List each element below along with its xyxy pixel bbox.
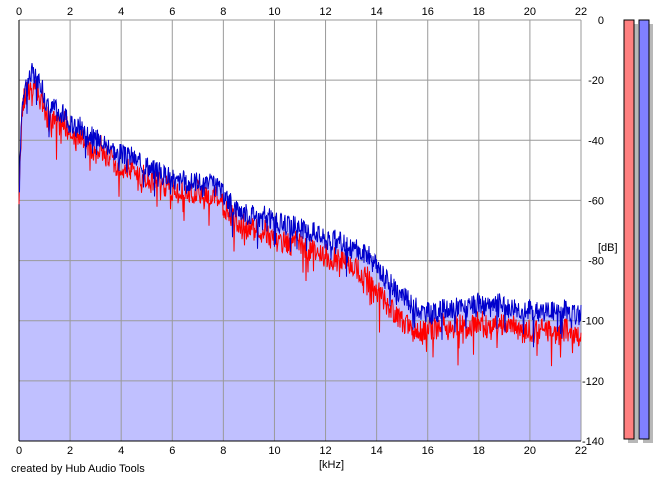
y-tick-label: 0 [598, 15, 604, 27]
x-tick-label-top: 2 [67, 6, 73, 18]
x-tick-label-top: 20 [524, 6, 536, 18]
y-tick-label: -140 [582, 436, 604, 448]
x-tick-label-bottom: 14 [371, 445, 383, 457]
x-tick-label-top: 8 [220, 6, 226, 18]
y-tick-label: -60 [588, 195, 604, 207]
x-tick-label-top: 18 [473, 6, 485, 18]
x-tick-label-top: 0 [16, 6, 22, 18]
x-tick-label-bottom: 2 [67, 445, 73, 457]
x-tick-label-bottom: 22 [575, 445, 587, 457]
x-tick-label-top: 12 [319, 6, 331, 18]
y-tick-label: -100 [582, 316, 604, 328]
x-ticks-top: 0 2 4 6 8 10 12 14 16 18 20 22 [16, 6, 587, 18]
x-tick-label-bottom: 16 [422, 445, 434, 457]
x-tick-label-top: 14 [371, 6, 383, 18]
spectrum-fill [19, 63, 581, 441]
series-line-red [18, 79, 582, 367]
x-ticks-bottom: 0 2 4 6 8 10 12 14 16 18 20 22 [16, 445, 587, 457]
x-tick-label-top: 10 [268, 6, 280, 18]
series-line-blue [18, 63, 582, 348]
x-tick-label-top: 22 [575, 6, 587, 18]
level-meter-fill [624, 20, 634, 439]
x-tick-label-top: 16 [422, 6, 434, 18]
grid-lines [18, 19, 582, 442]
x-tick-label-bottom: 10 [268, 445, 280, 457]
x-tick-label-bottom: 6 [169, 445, 175, 457]
x-tick-label-bottom: 18 [473, 445, 485, 457]
y-tick-label: -20 [588, 75, 604, 87]
y-tick-label: -80 [588, 256, 604, 268]
x-tick-label-bottom: 0 [16, 445, 22, 457]
spectrum-area [19, 63, 581, 441]
x-tick-label-bottom: 4 [118, 445, 124, 457]
y-tick-label: -40 [588, 135, 604, 147]
x-tick-label-top: 4 [118, 6, 124, 18]
x-tick-label-top: 6 [169, 6, 175, 18]
level-meters [623, 19, 653, 443]
level-meter-fill [639, 20, 649, 439]
credit-text: created by Hub Audio Tools [11, 463, 145, 475]
x-tick-label-bottom: 12 [319, 445, 331, 457]
spectrum-series [18, 63, 582, 367]
y-tick-label: -120 [582, 376, 604, 388]
x-tick-label-bottom: 20 [524, 445, 536, 457]
y-axis-label: [dB] [598, 242, 618, 254]
x-axis-label: [kHz] [319, 459, 344, 471]
y-ticks: 0 -20 -40 -60 -80 -100 -120 -140 [582, 15, 604, 448]
x-tick-label-bottom: 8 [220, 445, 226, 457]
